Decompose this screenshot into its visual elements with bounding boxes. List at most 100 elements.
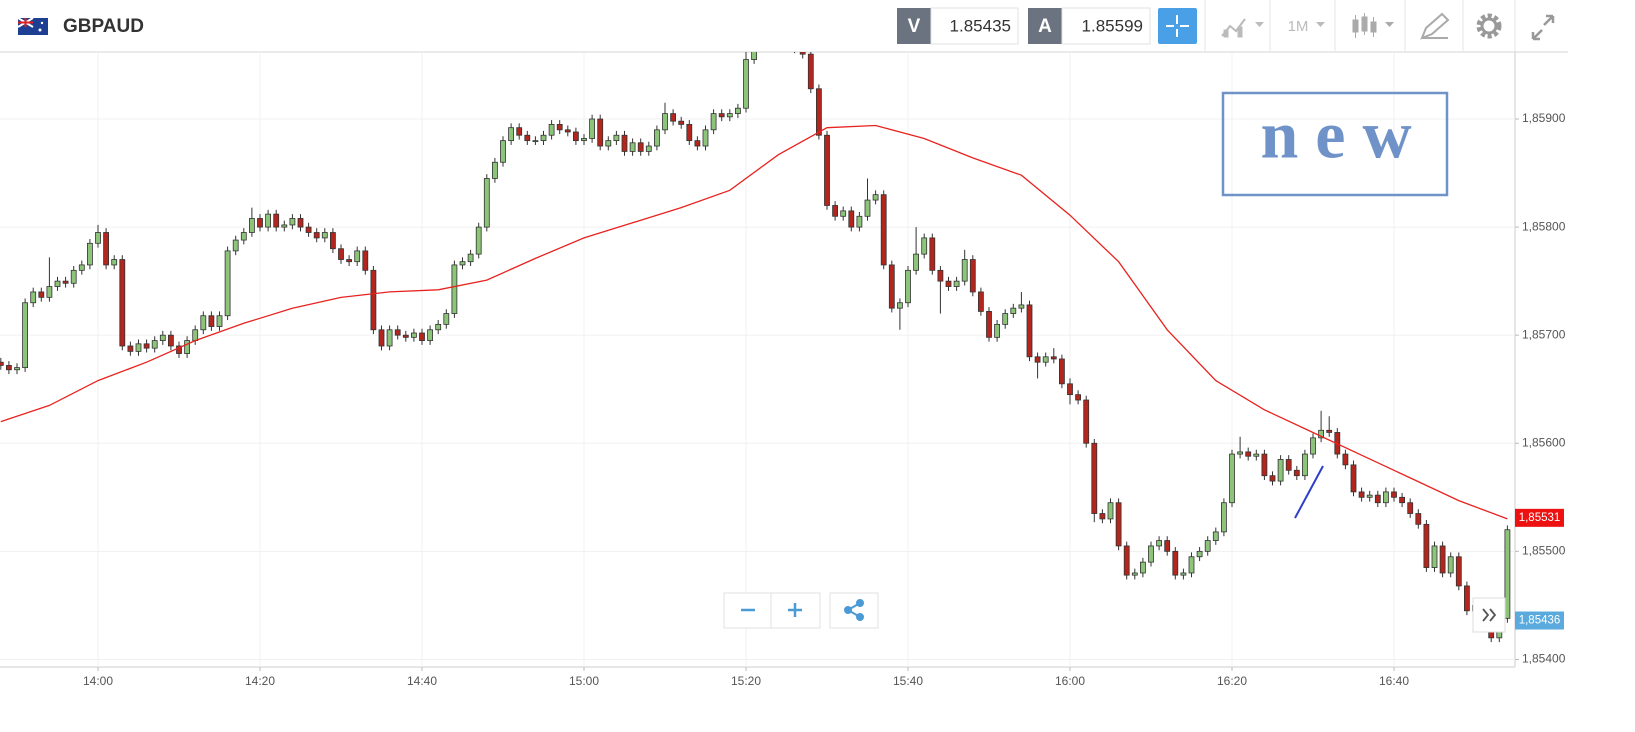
candle-body — [1504, 529, 1511, 619]
candle-body — [856, 215, 863, 228]
candle-body — [1180, 572, 1187, 576]
sell-price[interactable]: 1.85435 — [950, 16, 1011, 35]
scroll-end-button[interactable] — [1472, 597, 1506, 633]
candle-type-button[interactable] — [1352, 13, 1394, 38]
buy-price[interactable]: 1.85599 — [1082, 16, 1143, 35]
timeframe[interactable]: 1M — [1288, 18, 1309, 35]
sell-label-box[interactable] — [897, 8, 931, 44]
crosshair-button[interactable] — [1158, 8, 1197, 44]
candle-body — [1415, 513, 1422, 525]
candle-body — [224, 250, 231, 317]
candle-body — [338, 248, 344, 260]
candle-body — [176, 345, 182, 354]
candle-body — [200, 315, 207, 331]
chart-type-button[interactable] — [1221, 18, 1264, 38]
candle-body — [1455, 556, 1462, 587]
candle-body — [937, 269, 944, 282]
candle-body — [840, 210, 847, 217]
timeframe-caret[interactable] — [1316, 22, 1325, 27]
price-tag-label: 1,85436 — [1519, 615, 1561, 627]
draw-button[interactable] — [1420, 12, 1450, 40]
candle-body — [329, 232, 336, 250]
candle-body — [726, 113, 733, 118]
candle-body — [969, 259, 976, 293]
candle-body — [816, 88, 822, 136]
settings-button[interactable] — [1476, 13, 1502, 39]
candle-body — [1277, 459, 1284, 482]
price-tag — [1515, 508, 1564, 527]
candle-body — [897, 302, 903, 309]
share-icon[interactable] — [844, 599, 864, 621]
candle-body — [1261, 453, 1268, 477]
candle-body — [735, 107, 741, 115]
buy-label-box[interactable] — [1028, 8, 1062, 44]
candle-body — [986, 311, 992, 338]
candle-body — [1010, 307, 1017, 314]
candle-body — [370, 269, 377, 331]
header — [0, 0, 1568, 52]
watermark: n e w — [1221, 91, 1449, 197]
x-tick-label: 15:20 — [731, 674, 761, 688]
candle-body — [208, 315, 215, 327]
sell-label[interactable]: V — [908, 16, 921, 37]
x-tick-label: 16:00 — [1055, 674, 1085, 688]
candle-body — [994, 323, 1000, 338]
candle-body — [1140, 561, 1146, 574]
y-tick-label: 1,85600 — [1522, 435, 1566, 449]
candle-body — [95, 232, 101, 244]
candle-body — [1358, 491, 1365, 498]
candle-body — [435, 323, 442, 331]
candle-body — [621, 134, 628, 152]
candle-body — [1115, 502, 1122, 547]
buy-label[interactable]: A — [1038, 16, 1052, 37]
candle-body — [573, 131, 579, 142]
sell-price-box[interactable] — [930, 7, 1019, 45]
candle-body — [1204, 540, 1211, 552]
candle-body — [807, 53, 814, 90]
candle-body — [605, 140, 612, 147]
candle-body — [532, 140, 539, 143]
candle-body — [1050, 356, 1057, 360]
fullscreen-button[interactable] — [1531, 14, 1555, 41]
candle-body — [167, 334, 174, 347]
candle-body — [678, 120, 685, 125]
candle-body — [30, 291, 37, 304]
candle-body — [564, 129, 571, 133]
candle-body — [257, 218, 263, 228]
x-tick-label: 14:00 — [83, 674, 113, 688]
candle-body — [686, 124, 693, 142]
candle-body — [1067, 383, 1073, 396]
candle-body — [184, 340, 191, 354]
candle-body — [961, 259, 968, 282]
candle-body — [824, 134, 830, 206]
candle-body — [1083, 399, 1090, 444]
y-tick-label: 1,85500 — [1522, 544, 1566, 558]
candle-body — [38, 291, 45, 298]
x-tick-label: 14:40 — [407, 674, 437, 688]
candle-body — [22, 302, 29, 369]
y-tick-label: 1,85800 — [1522, 219, 1566, 233]
toolbar-separators — [1204, 0, 1516, 52]
candle-body — [54, 280, 61, 287]
watermark-text: n e w — [1260, 97, 1411, 173]
candle-body — [273, 213, 280, 228]
candle-body — [1245, 451, 1252, 457]
candle-body — [921, 237, 928, 255]
buy-price-box[interactable] — [1061, 7, 1151, 45]
candle-body — [540, 134, 547, 142]
zoom-in[interactable] — [788, 603, 802, 617]
moving-average — [0, 124, 1508, 520]
candle-body — [410, 332, 417, 338]
candle-body — [1188, 556, 1195, 574]
candle-body — [1099, 513, 1106, 520]
candle-body — [1318, 429, 1324, 439]
candle-body — [1423, 523, 1430, 568]
candle-body — [402, 334, 409, 338]
candle-body — [467, 253, 474, 263]
candle-body — [354, 250, 361, 263]
candle-body — [1196, 550, 1203, 558]
share-button[interactable] — [829, 592, 879, 629]
x-tick-label: 16:40 — [1379, 674, 1409, 688]
candle-body — [1091, 442, 1098, 514]
candle-body — [14, 367, 20, 371]
